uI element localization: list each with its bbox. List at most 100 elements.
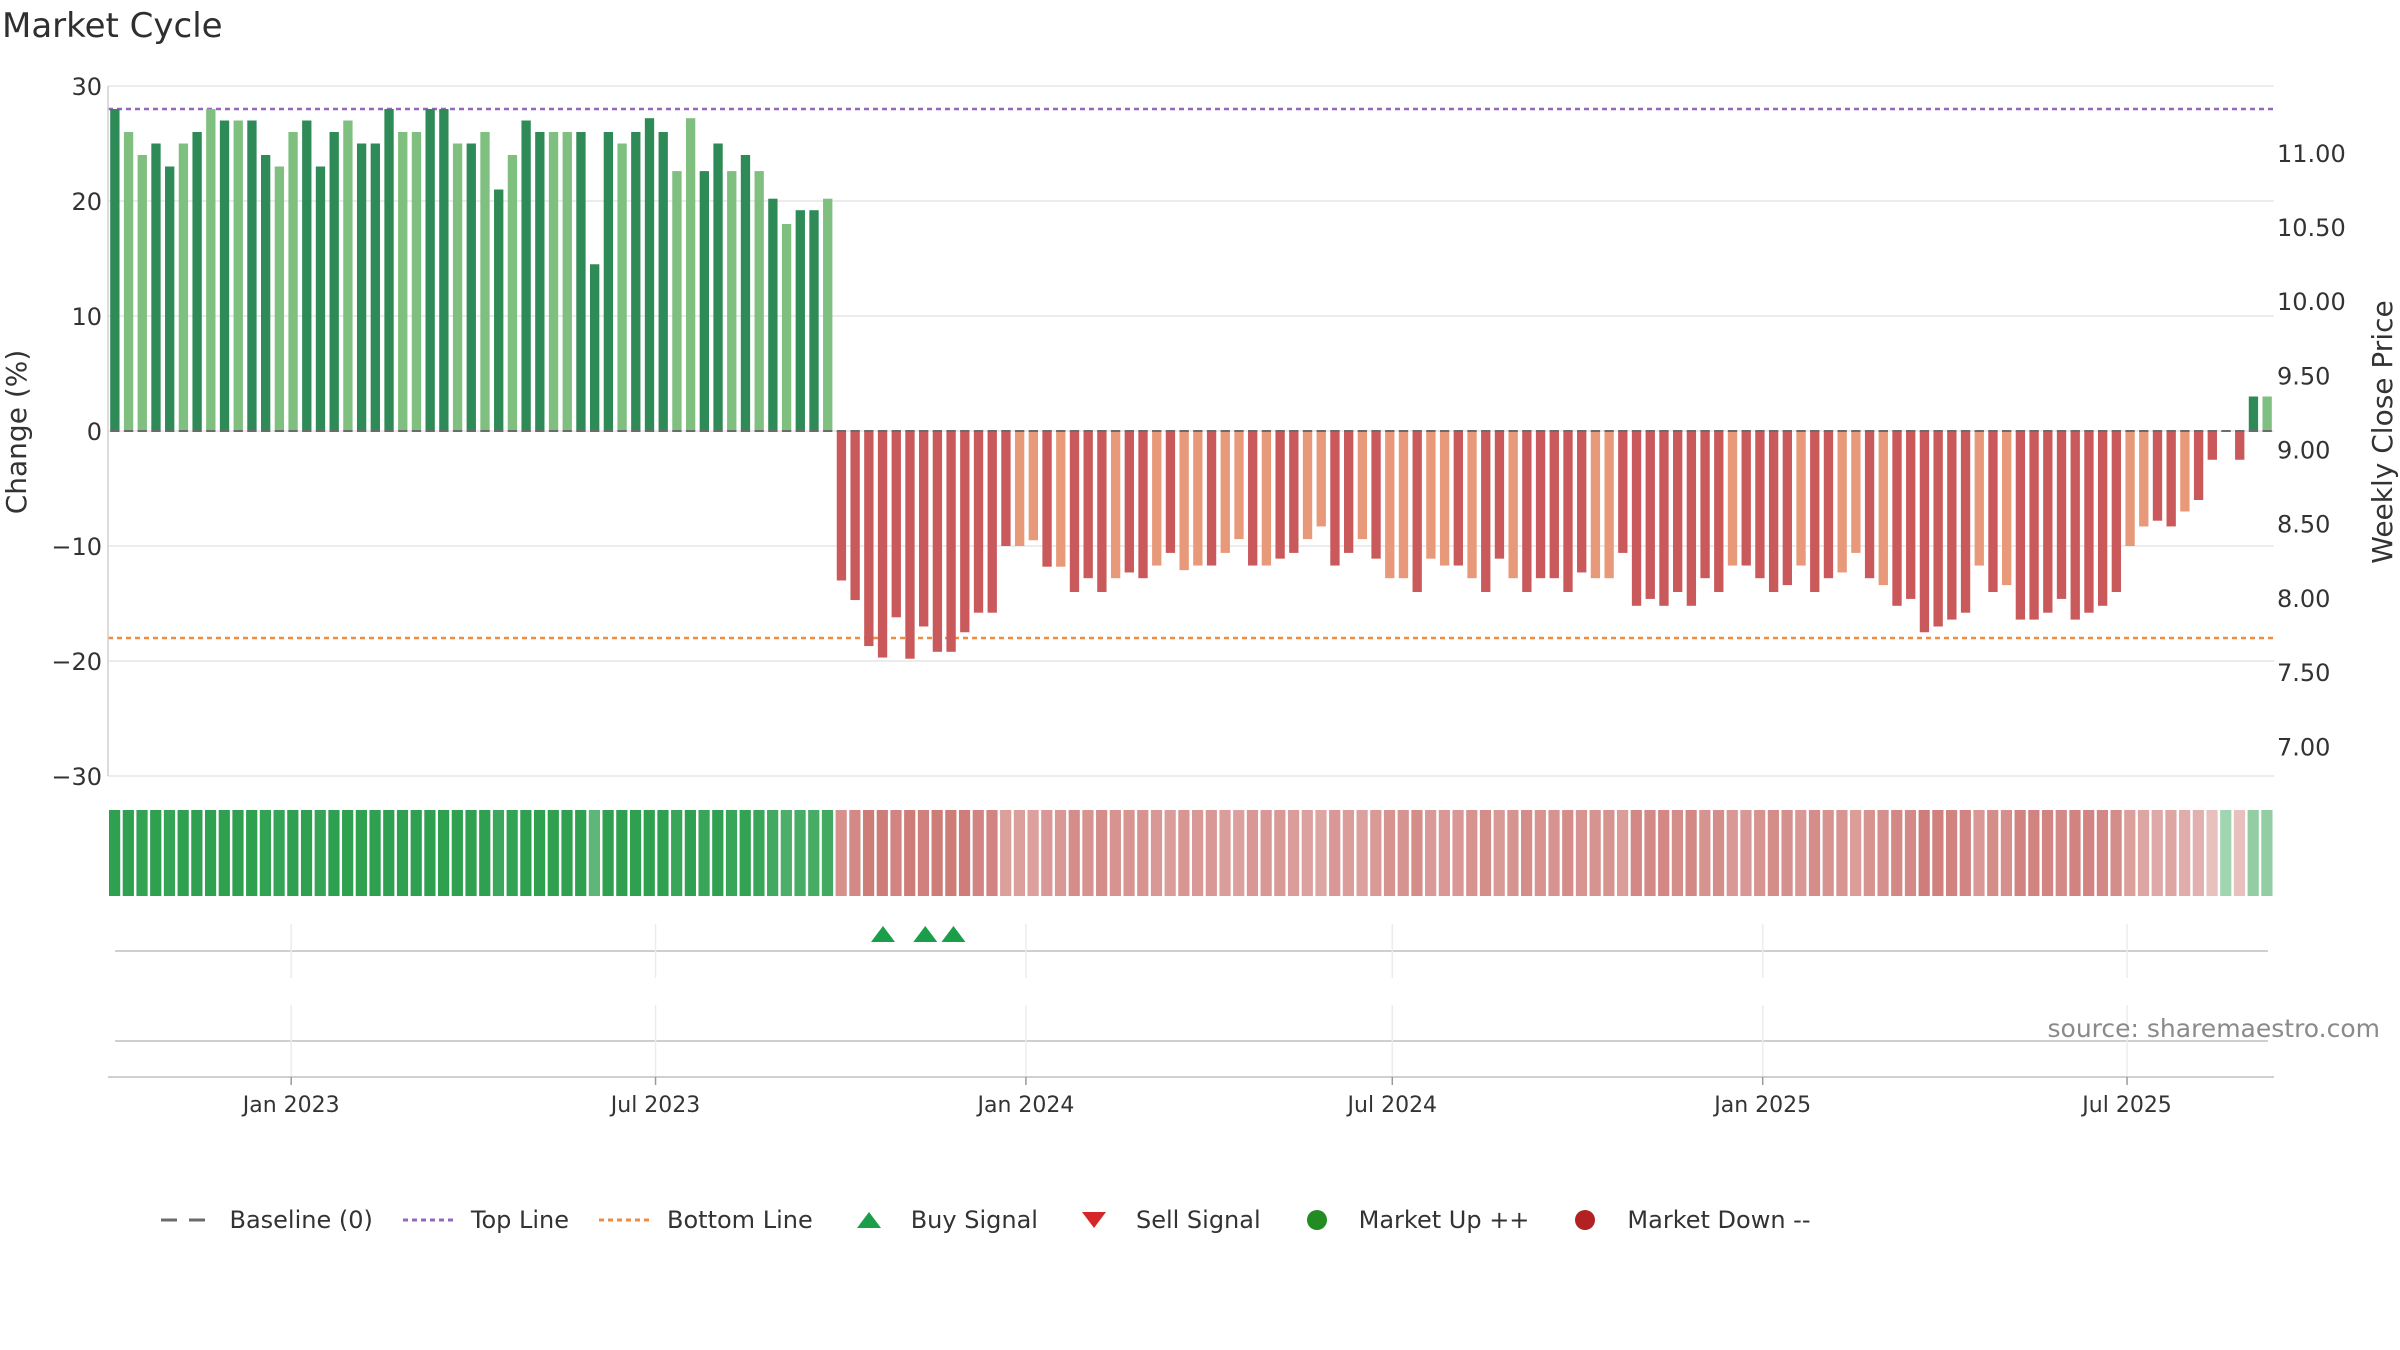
bar bbox=[1686, 431, 1697, 606]
legend-item[interactable]: Sell Signal bbox=[1066, 1206, 1261, 1234]
bar bbox=[2152, 431, 2163, 521]
y-tick-label: −20 bbox=[51, 648, 102, 676]
bar bbox=[288, 132, 298, 431]
heat-cell bbox=[1685, 810, 1697, 896]
bar bbox=[302, 120, 312, 431]
bar bbox=[151, 143, 161, 431]
dotted-line-icon bbox=[402, 1218, 455, 1222]
heat-cell bbox=[1863, 810, 1875, 896]
heat-cell bbox=[506, 810, 518, 896]
legend-item[interactable]: Market Up ++ bbox=[1289, 1206, 1529, 1234]
heat-cell bbox=[2110, 810, 2122, 896]
heat-cell bbox=[1740, 810, 1752, 896]
bar bbox=[1028, 431, 1039, 541]
bar bbox=[1234, 431, 1244, 540]
heat-cell bbox=[1959, 810, 1971, 896]
heat-cell bbox=[753, 810, 765, 896]
bar bbox=[411, 132, 422, 431]
heat-cell bbox=[1411, 810, 1423, 896]
heat-cell bbox=[1123, 810, 1135, 896]
heat-cell bbox=[1671, 810, 1684, 896]
heat-cell bbox=[150, 810, 162, 896]
heat-cell bbox=[2261, 810, 2273, 896]
legend-label: Sell Signal bbox=[1135, 1206, 1261, 1234]
legend-item[interactable]: Buy Signal bbox=[841, 1206, 1038, 1234]
heat-cell bbox=[1548, 810, 1560, 896]
heat-cell bbox=[1096, 810, 1108, 896]
bar bbox=[740, 155, 751, 431]
bar bbox=[781, 224, 792, 431]
bar bbox=[1302, 431, 1313, 540]
bar bbox=[1590, 431, 1601, 579]
heat-cell bbox=[1287, 810, 1300, 896]
bar bbox=[1892, 431, 1902, 606]
heat-cell bbox=[342, 810, 354, 896]
heat-cell bbox=[1452, 810, 1464, 896]
bar bbox=[480, 132, 490, 431]
source-credit: source: sharemaestro.com bbox=[2047, 1014, 2381, 1043]
heat-cell bbox=[1397, 810, 1409, 896]
bar bbox=[356, 143, 367, 431]
heat-cell bbox=[1616, 810, 1629, 896]
heat-cell bbox=[1712, 810, 1725, 896]
heat-cell bbox=[1068, 810, 1080, 896]
bar bbox=[590, 264, 600, 431]
bar bbox=[1919, 431, 1930, 633]
signal-panel bbox=[115, 924, 2268, 1077]
bar bbox=[1014, 431, 1025, 546]
bar bbox=[1494, 431, 1505, 559]
bar bbox=[768, 198, 778, 431]
bar bbox=[1933, 431, 1943, 627]
heat-cell bbox=[355, 810, 367, 896]
bar bbox=[1453, 431, 1463, 566]
bar bbox=[823, 198, 833, 431]
bar bbox=[1220, 431, 1230, 553]
heat-cell bbox=[1493, 810, 1505, 896]
bar bbox=[1179, 431, 1189, 571]
legend-item[interactable]: Bottom Line bbox=[597, 1206, 813, 1234]
legend-item[interactable]: Top Line bbox=[401, 1206, 569, 1234]
bar bbox=[850, 431, 860, 601]
bar bbox=[960, 431, 970, 633]
y2-tick-label: 7.00 bbox=[2277, 733, 2330, 761]
heat-cell bbox=[2069, 810, 2081, 896]
heat-cell bbox=[1589, 810, 1601, 896]
heat-cell bbox=[533, 810, 546, 896]
bar bbox=[494, 189, 504, 431]
heat-cell bbox=[917, 810, 930, 896]
bar bbox=[2166, 431, 2176, 527]
y2-tick-label: 9.50 bbox=[2277, 362, 2330, 390]
reference-lines bbox=[108, 107, 2274, 640]
heat-cell bbox=[725, 810, 738, 896]
bar bbox=[932, 431, 943, 652]
heat-cell bbox=[369, 810, 381, 896]
heat-cell bbox=[1562, 810, 1574, 896]
bar bbox=[1152, 431, 1162, 566]
bar bbox=[1110, 431, 1121, 579]
y2-tick-label: 8.00 bbox=[2277, 585, 2330, 613]
bar bbox=[1385, 431, 1395, 579]
bar bbox=[1741, 431, 1751, 566]
bar bbox=[452, 143, 463, 431]
bar bbox=[1343, 431, 1354, 553]
heat-cell bbox=[972, 810, 984, 896]
heat-cell bbox=[1150, 810, 1163, 896]
circle-icon bbox=[1306, 1210, 1327, 1230]
legend-item[interactable]: Market Down -- bbox=[1557, 1206, 1811, 1234]
heat-cell bbox=[575, 810, 587, 896]
heat-cell bbox=[890, 810, 902, 896]
bar bbox=[1097, 431, 1107, 592]
heat-cell bbox=[287, 810, 299, 896]
legend-label: Baseline (0) bbox=[229, 1206, 373, 1234]
bar bbox=[1864, 431, 1875, 579]
heat-cell bbox=[862, 810, 875, 896]
bar bbox=[2111, 431, 2122, 592]
legend-item[interactable]: Baseline (0) bbox=[159, 1206, 373, 1234]
heat-cell bbox=[232, 810, 244, 896]
heat-cell bbox=[698, 810, 710, 896]
bar bbox=[2139, 431, 2149, 527]
bar bbox=[1289, 431, 1299, 553]
heat-cell bbox=[1219, 810, 1231, 896]
heat-cell bbox=[835, 810, 847, 896]
heat-cell bbox=[1466, 810, 1478, 896]
